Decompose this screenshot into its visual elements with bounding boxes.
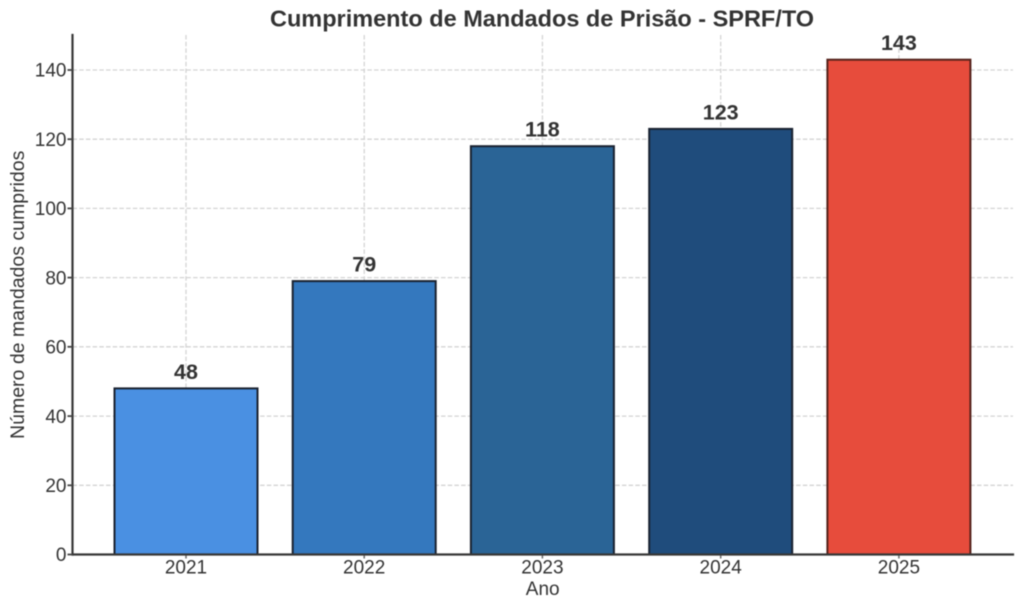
- svg-text:48: 48: [174, 360, 198, 384]
- svg-text:2023: 2023: [521, 558, 563, 579]
- svg-text:120: 120: [35, 130, 67, 151]
- svg-text:2022: 2022: [343, 558, 385, 579]
- svg-text:Número de mandados cumpridos: Número de mandados cumpridos: [7, 150, 29, 439]
- svg-text:140: 140: [35, 61, 67, 82]
- svg-text:123: 123: [703, 100, 739, 124]
- svg-text:60: 60: [45, 338, 66, 359]
- svg-text:40: 40: [45, 407, 66, 428]
- svg-text:2025: 2025: [878, 558, 920, 579]
- svg-text:118: 118: [525, 118, 560, 142]
- svg-text:20: 20: [45, 476, 66, 497]
- svg-text:143: 143: [881, 31, 917, 55]
- svg-text:2024: 2024: [700, 558, 743, 579]
- svg-text:0: 0: [56, 545, 67, 566]
- svg-text:2021: 2021: [165, 558, 207, 579]
- svg-text:80: 80: [45, 268, 66, 289]
- svg-text:100: 100: [35, 199, 67, 220]
- svg-text:Cumprimento de Mandados de Pri: Cumprimento de Mandados de Prisão - SPRF…: [270, 6, 814, 32]
- svg-text:Ano: Ano: [526, 579, 560, 600]
- svg-text:79: 79: [352, 253, 376, 277]
